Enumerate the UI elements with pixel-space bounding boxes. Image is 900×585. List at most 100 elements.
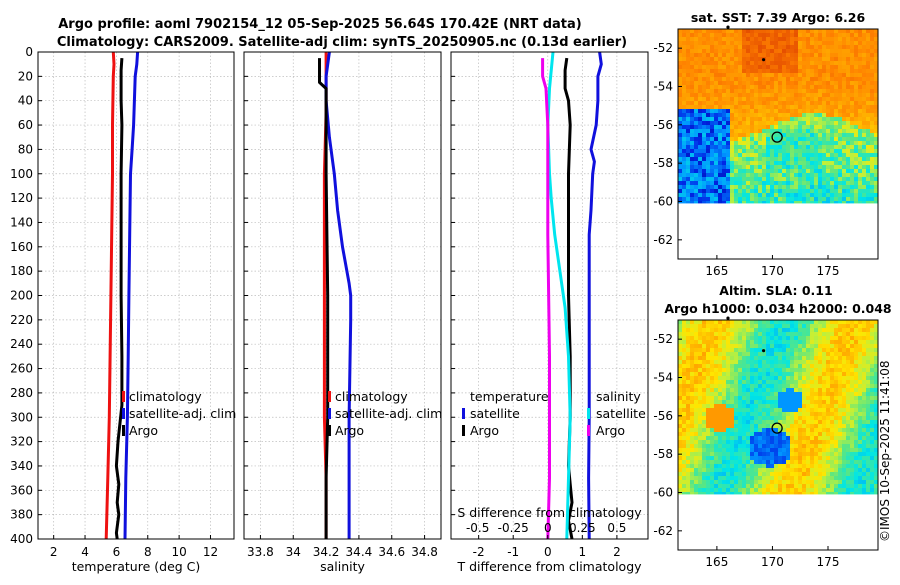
map-pixel <box>678 149 682 153</box>
map-pixel <box>702 440 706 444</box>
map-pixel <box>690 197 694 201</box>
map-pixel <box>846 117 850 121</box>
map-pixel <box>818 161 822 165</box>
map-pixel <box>750 444 754 448</box>
map-pixel <box>742 468 746 472</box>
map-pixel <box>818 380 822 384</box>
map-pixel <box>790 456 794 460</box>
map-pixel <box>822 328 826 332</box>
map-pixel <box>850 356 854 360</box>
map-pixel <box>682 404 686 408</box>
map-pixel <box>822 388 826 392</box>
map-pixel <box>810 412 814 416</box>
map-pixel <box>694 460 698 464</box>
map-pixel <box>842 476 846 480</box>
map-pixel <box>846 340 850 344</box>
map-pixel <box>866 57 870 61</box>
map-pixel <box>750 113 754 117</box>
map-pixel <box>766 404 770 408</box>
map-pixel <box>822 177 826 181</box>
map-pixel <box>746 69 750 73</box>
map-pixel <box>766 384 770 388</box>
map-pixel <box>750 89 754 93</box>
map-pixel <box>862 324 866 328</box>
map-pixel <box>794 416 798 420</box>
map-pixel <box>794 177 798 181</box>
map-pixel <box>766 53 770 57</box>
map-pixel <box>858 468 862 472</box>
map-pixel <box>762 396 766 400</box>
map-pixel <box>734 145 738 149</box>
map-pixel <box>686 328 690 332</box>
map-pixel <box>706 129 710 133</box>
map-pixel <box>694 177 698 181</box>
map-pixel <box>802 364 806 368</box>
map-pixel <box>710 185 714 189</box>
map-pixel <box>858 428 862 432</box>
map-pixel <box>802 488 806 492</box>
map-pixel <box>870 352 874 356</box>
map-pixel <box>770 69 774 73</box>
map-pixel <box>838 133 842 137</box>
map-pixel <box>742 424 746 428</box>
map-pixel <box>742 372 746 376</box>
map-pixel <box>814 384 818 388</box>
map-pixel <box>798 49 802 53</box>
map-pixel <box>710 340 714 344</box>
map-pixel <box>826 81 830 85</box>
map-pixel <box>782 113 786 117</box>
map-pixel <box>686 396 690 400</box>
map-pixel <box>766 380 770 384</box>
map-pixel <box>714 141 718 145</box>
map-pixel <box>758 73 762 77</box>
map-pixel <box>798 332 802 336</box>
map-pixel <box>746 420 750 424</box>
map-pixel <box>762 173 766 177</box>
map-pixel <box>814 65 818 69</box>
map-pixel <box>750 404 754 408</box>
map-pixel <box>866 109 870 113</box>
map-pixel <box>810 364 814 368</box>
map-pixel <box>862 372 866 376</box>
map-pixel <box>774 121 778 125</box>
map-pixel <box>714 33 718 37</box>
map-pixel <box>766 201 770 204</box>
map-pixel <box>766 169 770 173</box>
map-pixel <box>786 332 790 336</box>
map-pixel <box>706 392 710 396</box>
map-pixel <box>778 420 782 424</box>
map-pixel <box>826 137 830 141</box>
map-pixel <box>782 193 786 197</box>
map-pixel <box>790 484 794 488</box>
map-pixel <box>858 125 862 129</box>
map-pixel <box>738 69 742 73</box>
map-pixel <box>810 157 814 161</box>
map-pixel <box>826 332 830 336</box>
map-pixel <box>682 424 686 428</box>
map-pixel <box>778 492 782 495</box>
map-pixel <box>710 324 714 328</box>
map-pixel <box>862 436 866 440</box>
map-pixel <box>806 157 810 161</box>
map-pixel <box>782 320 786 324</box>
map-pixel <box>722 368 726 372</box>
map-pixel <box>710 416 714 420</box>
map-pixel <box>710 320 714 324</box>
map-pixel <box>858 380 862 384</box>
map-pixel <box>702 356 706 360</box>
map-pixel <box>682 125 686 129</box>
map-pixel <box>730 420 734 424</box>
map-pixel <box>826 328 830 332</box>
map-pixel <box>854 41 858 45</box>
map-pixel <box>678 165 682 169</box>
map-pixel <box>702 149 706 153</box>
map-pixel <box>722 201 726 204</box>
map-pixel <box>722 81 726 85</box>
map-pixel <box>838 137 842 141</box>
map-pixel <box>814 364 818 368</box>
map-pixel <box>750 352 754 356</box>
map-pixel <box>782 440 786 444</box>
map-pixel <box>754 89 758 93</box>
map-pixel <box>702 29 706 33</box>
map-pixel <box>698 29 702 33</box>
